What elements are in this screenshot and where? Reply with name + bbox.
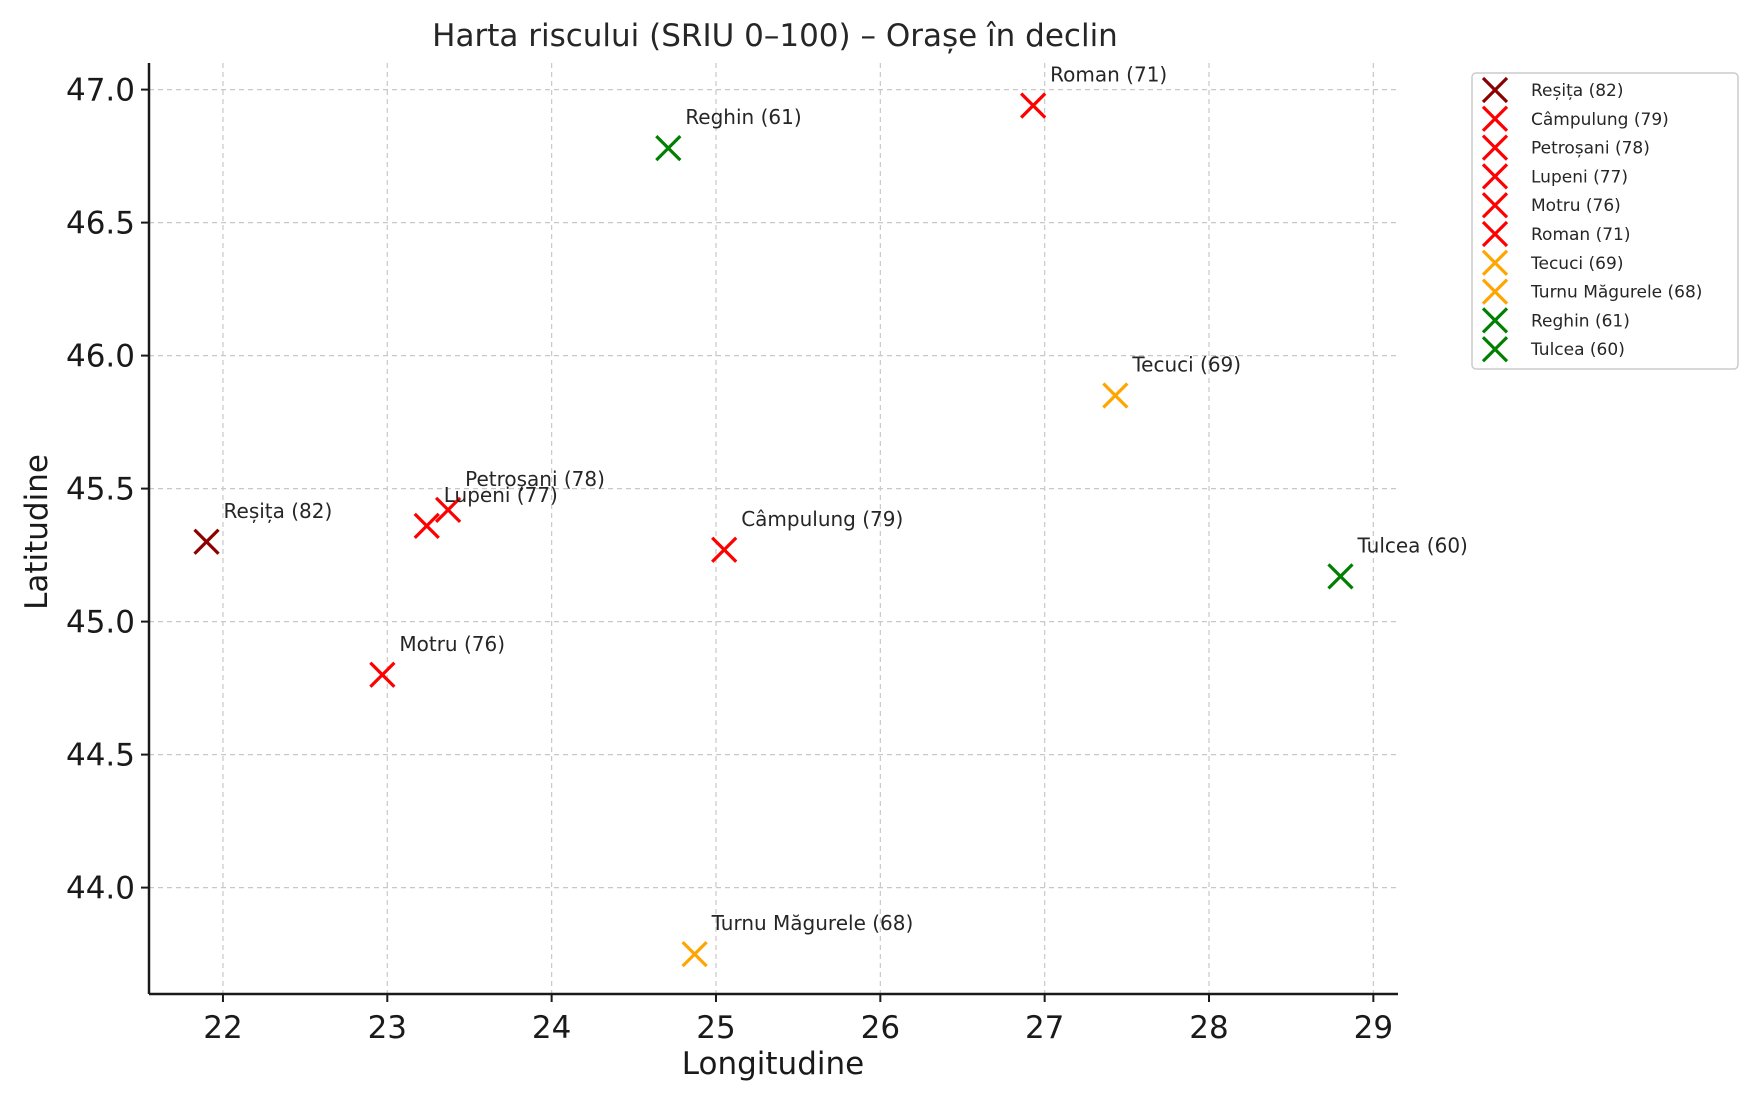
legend-marker [1481, 163, 1509, 190]
axis-ticks: 22 23 24 25 26 27 28 29 44.0 44.5 45.0 45.5 46.0 46.5… [66, 73, 1393, 1046]
x-tick-label: 28 [1189, 1010, 1228, 1046]
legend-marker [1481, 192, 1509, 219]
marker-stroke [655, 134, 682, 162]
y-tick-label: 46.5 [66, 206, 135, 242]
marker-stroke [369, 661, 396, 688]
legend-item: Tecuci (69) [1481, 249, 1623, 276]
legend-item: Reghin (61) [1481, 307, 1630, 334]
point-label: Motru (76) [399, 632, 505, 656]
y-tick-label: 44.5 [66, 738, 135, 774]
data-point-marker [681, 940, 708, 968]
legend-label: Reșița (82) [1531, 81, 1623, 101]
legend-label: Tecuci (69) [1530, 254, 1623, 274]
y-axis-label: Latitudine [19, 454, 55, 610]
legend-marker [1481, 134, 1509, 161]
y-tick-label: 47.0 [66, 73, 135, 109]
x-tick-label: 26 [861, 1010, 900, 1046]
axes-spines [147, 63, 1398, 996]
legend-marker [1481, 249, 1509, 276]
marker-stroke [434, 496, 462, 524]
x-tick-label: 22 [203, 1010, 242, 1046]
point-label: Turnu Măgurele (68) [711, 911, 914, 935]
legend-label: Tulcea (60) [1530, 340, 1625, 360]
point-label: Lupeni (77) [444, 483, 558, 507]
data-point-marker [369, 661, 396, 688]
data-point-marker [655, 134, 682, 162]
y-tick-label: 45.0 [66, 605, 135, 641]
legend-label: Reghin (61) [1531, 311, 1630, 331]
x-tick-label: 24 [532, 1010, 571, 1046]
data-points [193, 92, 1354, 968]
legend-label: Petroșani (78) [1531, 139, 1650, 159]
legend-frame [1471, 72, 1739, 370]
x-tick-label: 29 [1354, 1010, 1393, 1046]
x-tick-label: 25 [696, 1010, 735, 1046]
point-label: Câmpulung (79) [741, 507, 903, 531]
data-point-marker [1102, 382, 1129, 409]
legend-item: Reșița (82) [1481, 76, 1623, 104]
legend-label: Motru (76) [1531, 196, 1621, 216]
legend-marker [1481, 336, 1509, 363]
data-point-marker [1327, 563, 1354, 590]
marker-stroke [1327, 563, 1354, 590]
marker-stroke [1102, 382, 1129, 409]
point-label: Reșița (82) [224, 499, 333, 523]
legend-label: Roman (71) [1531, 225, 1631, 245]
legend-item: Tulcea (60) [1481, 336, 1625, 363]
marker-stroke [1020, 92, 1047, 119]
point-label: Tulcea (60) [1356, 533, 1467, 557]
data-point-marker [413, 512, 440, 539]
chart-title: Harta riscului (SRIU 0–100) – Orașe în d… [432, 18, 1118, 54]
legend-item: Turnu Măgurele (68) [1481, 278, 1702, 305]
marker-stroke [413, 512, 440, 539]
legend-item: Câmpulung (79) [1481, 105, 1669, 132]
point-labels: Reșița (82) Câmpulung (79) Petroșani (78)L… [224, 63, 1468, 936]
legend-item: Petroșani (78) [1481, 134, 1650, 161]
y-tick-label: 46.0 [66, 339, 135, 375]
legend-item: Lupeni (77) [1481, 163, 1628, 190]
x-axis-label: Longitudine [682, 1046, 864, 1082]
point-label: Tecuci (69) [1131, 353, 1241, 377]
data-point-marker [711, 536, 738, 563]
legend-marker [1481, 76, 1509, 104]
y-tick-label: 45.5 [66, 472, 135, 508]
legend: Reșița (82) Câmpulung (79) Petroșani (78) L… [1471, 72, 1739, 370]
marker-stroke [681, 940, 708, 968]
marker-stroke [711, 536, 738, 563]
point-label: Reghin (61) [685, 105, 801, 129]
legend-marker [1481, 220, 1509, 248]
legend-marker [1481, 105, 1509, 132]
grid-lines [149, 63, 1398, 994]
legend-label: Turnu Măgurele (68) [1530, 283, 1702, 303]
point-label: Petroșani (78) [465, 467, 605, 491]
data-point-marker [193, 528, 220, 555]
legend-label: Câmpulung (79) [1531, 110, 1669, 130]
point-label: Roman (71) [1050, 63, 1167, 87]
data-point-marker [1020, 92, 1047, 119]
y-tick-label: 44.0 [66, 871, 135, 907]
legend-marker [1481, 278, 1509, 305]
legend-item: Roman (71) [1481, 220, 1631, 248]
legend-item: Motru (76) [1481, 192, 1621, 219]
marker-stroke [193, 528, 220, 555]
x-tick-label: 23 [368, 1010, 407, 1046]
x-tick-label: 27 [1025, 1010, 1064, 1046]
legend-label: Lupeni (77) [1531, 167, 1628, 187]
legend-marker [1481, 307, 1509, 334]
data-point-marker [434, 496, 462, 524]
